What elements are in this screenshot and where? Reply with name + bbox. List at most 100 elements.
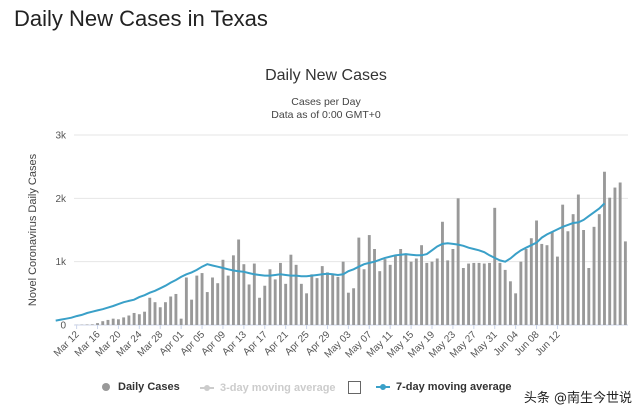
daily-cases-bar[interactable] [341, 261, 345, 325]
daily-cases-bar[interactable] [493, 207, 497, 325]
daily-cases-bar[interactable] [247, 284, 251, 325]
daily-cases-bar[interactable] [85, 324, 89, 325]
daily-cases-bar[interactable] [571, 214, 575, 325]
daily-cases-bar[interactable] [216, 283, 220, 325]
daily-cases-bar[interactable] [252, 263, 256, 325]
daily-cases-bar[interactable] [623, 241, 627, 325]
daily-cases-bar[interactable] [482, 263, 486, 325]
daily-cases-bar[interactable] [315, 278, 319, 325]
daily-cases-bar[interactable] [111, 318, 115, 325]
daily-cases-bar[interactable] [221, 259, 225, 325]
daily-cases-bar[interactable] [592, 226, 596, 325]
daily-cases-bar[interactable] [561, 204, 565, 325]
daily-cases-bar[interactable] [608, 197, 612, 325]
daily-cases-bar[interactable] [514, 293, 518, 325]
daily-cases-bar[interactable] [529, 238, 533, 325]
daily-cases-bar[interactable] [618, 182, 622, 326]
daily-cases-bar[interactable] [430, 261, 434, 325]
daily-cases-bar[interactable] [352, 288, 356, 325]
daily-cases-bar[interactable] [158, 307, 162, 325]
daily-cases-bar[interactable] [373, 249, 376, 325]
daily-cases-bar[interactable] [190, 299, 194, 325]
daily-cases-bar[interactable] [477, 262, 481, 325]
daily-cases-bar[interactable] [137, 314, 141, 325]
daily-cases-bar[interactable] [226, 275, 230, 325]
daily-cases-bar[interactable] [106, 319, 110, 325]
daily-cases-bar[interactable] [582, 230, 586, 325]
daily-cases-bar[interactable] [508, 281, 512, 325]
daily-cases-bar[interactable] [362, 269, 366, 325]
daily-cases-bar[interactable] [122, 317, 126, 325]
daily-cases-bar[interactable] [205, 292, 209, 325]
daily-cases-bar[interactable] [540, 243, 544, 325]
daily-cases-bar[interactable] [331, 274, 335, 325]
daily-cases-bar[interactable] [550, 231, 554, 325]
daily-cases-bar[interactable] [268, 269, 272, 325]
daily-cases-bar[interactable] [399, 249, 403, 325]
daily-cases-bar[interactable] [179, 318, 183, 325]
daily-cases-bar[interactable] [273, 279, 277, 325]
daily-cases-bar[interactable] [96, 323, 99, 325]
daily-cases-bar[interactable] [258, 297, 261, 325]
daily-cases-bar[interactable] [169, 296, 173, 326]
daily-cases-bar[interactable] [556, 256, 559, 325]
daily-cases-bar[interactable] [127, 315, 131, 326]
daily-cases-bar[interactable] [299, 283, 303, 325]
daily-cases-bar[interactable] [143, 311, 146, 325]
daily-cases-bar[interactable] [326, 272, 329, 325]
daily-cases-bar[interactable] [336, 276, 340, 325]
daily-cases-bar[interactable] [435, 258, 439, 326]
daily-cases-bar[interactable] [409, 261, 413, 325]
daily-cases-bar[interactable] [451, 249, 455, 325]
daily-cases-bar[interactable] [184, 277, 188, 326]
daily-cases-bar[interactable] [393, 255, 397, 325]
daily-cases-bar[interactable] [519, 261, 523, 325]
legend-item-seven-day[interactable]: 7-day moving average [376, 381, 512, 393]
daily-cases-bar[interactable] [153, 302, 157, 325]
daily-cases-bar[interactable] [383, 259, 387, 325]
daily-cases-bar[interactable] [263, 285, 267, 325]
daily-cases-bar[interactable] [195, 275, 199, 325]
daily-cases-bar[interactable] [305, 293, 309, 325]
daily-cases-bar[interactable] [148, 297, 152, 325]
daily-cases-bar[interactable] [346, 292, 350, 325]
daily-cases-bar[interactable] [174, 293, 178, 325]
daily-cases-bar[interactable] [472, 262, 476, 325]
daily-cases-bar[interactable] [320, 266, 324, 325]
daily-cases-bar[interactable] [116, 319, 120, 325]
daily-cases-bar[interactable] [425, 262, 429, 325]
daily-cases-bar[interactable] [597, 214, 601, 325]
daily-cases-bar[interactable] [357, 237, 361, 325]
daily-cases-bar[interactable] [545, 245, 549, 325]
daily-cases-bar[interactable] [279, 262, 282, 325]
daily-cases-bar[interactable] [289, 254, 293, 325]
daily-cases-bar[interactable] [488, 262, 491, 325]
daily-cases-bar[interactable] [310, 274, 314, 325]
legend-item-three-day[interactable]: 3-day moving average [200, 381, 361, 394]
daily-cases-bar[interactable] [414, 258, 418, 326]
daily-cases-bar[interactable] [164, 302, 167, 325]
legend-item-daily-cases[interactable]: Daily Cases [102, 381, 180, 393]
daily-cases-bar[interactable] [603, 171, 606, 325]
daily-cases-bar[interactable] [576, 194, 580, 325]
daily-cases-bar[interactable] [524, 249, 528, 325]
daily-cases-bar[interactable] [461, 268, 465, 325]
daily-cases-bar[interactable] [404, 253, 408, 325]
daily-cases-bar[interactable] [200, 273, 204, 325]
daily-cases-bar[interactable] [242, 264, 246, 325]
daily-cases-bar[interactable] [367, 235, 371, 325]
daily-cases-bar[interactable] [456, 198, 460, 325]
daily-cases-bar[interactable] [211, 277, 214, 326]
daily-cases-bar[interactable] [237, 239, 241, 326]
daily-cases-bar[interactable] [498, 262, 502, 325]
daily-cases-bar[interactable] [284, 283, 288, 325]
daily-cases-bar[interactable] [378, 271, 382, 325]
daily-cases-bar[interactable] [587, 268, 591, 325]
legend-three-day-checkbox[interactable] [347, 381, 361, 394]
daily-cases-bar[interactable] [566, 231, 570, 325]
daily-cases-bar[interactable] [503, 269, 507, 325]
daily-cases-bar[interactable] [441, 221, 444, 325]
daily-cases-bar[interactable] [132, 312, 136, 325]
daily-cases-bar[interactable] [231, 255, 235, 325]
daily-cases-bar[interactable] [420, 245, 423, 325]
